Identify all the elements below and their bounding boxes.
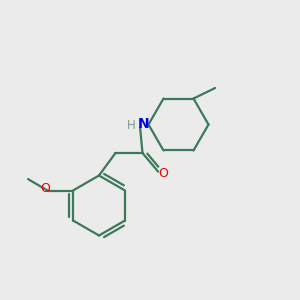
Text: O: O <box>159 167 168 180</box>
Text: N: N <box>138 118 149 131</box>
Text: H: H <box>127 118 136 132</box>
Text: O: O <box>40 182 50 196</box>
